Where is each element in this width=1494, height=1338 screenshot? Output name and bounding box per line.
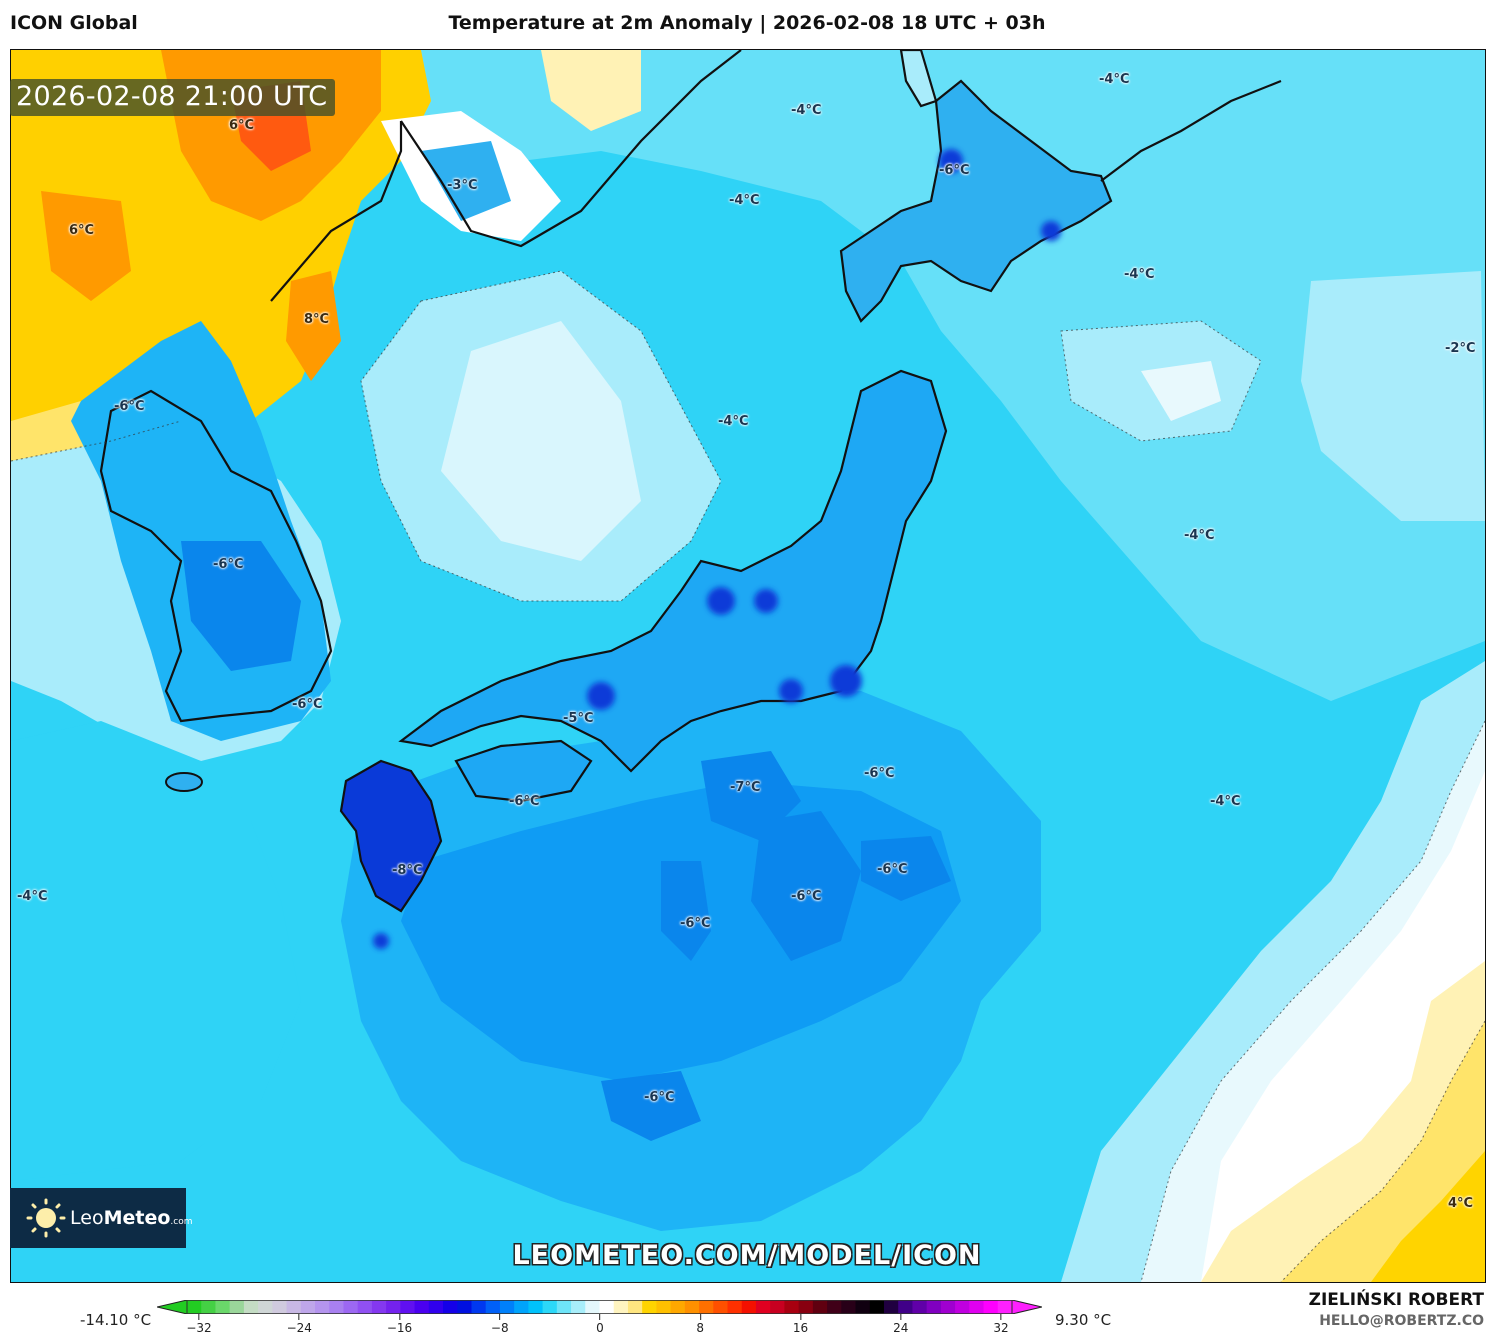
colorbar-tick: 32 bbox=[993, 1314, 1008, 1335]
logo-text: LeoMeteo.com bbox=[70, 1207, 193, 1229]
temperature-label: -7°C bbox=[730, 780, 761, 795]
author-credit: ZIELIŃSKI ROBERT HELLO@ROBERTZ.CO bbox=[1309, 1290, 1484, 1329]
temperature-label: -4°C bbox=[1099, 72, 1130, 87]
temperature-label: -4°C bbox=[17, 889, 48, 904]
temperature-anomaly-map[interactable]: 6°C 6°C -3°C 8°C -6°C -4°C -4°C -6°C -4°C -4°C -2°… bbox=[10, 49, 1486, 1283]
temperature-label: -6°C bbox=[791, 889, 822, 904]
temperature-label: -6°C bbox=[939, 163, 970, 178]
temperature-label: -5°C bbox=[563, 711, 594, 726]
temperature-label: -6°C bbox=[292, 697, 323, 712]
temperature-label: -6°C bbox=[509, 794, 540, 809]
colorbar-tick: 0 bbox=[596, 1314, 604, 1335]
colorbar-tick: −24 bbox=[287, 1314, 312, 1335]
temperature-label: -4°C bbox=[1210, 794, 1241, 809]
temperature-label: -6°C bbox=[877, 862, 908, 877]
colorbar bbox=[157, 1300, 1042, 1314]
temperature-label: 8°C bbox=[304, 312, 330, 327]
leometeo-logo[interactable]: LeoMeteo.com bbox=[10, 1188, 193, 1248]
logo-text-bold: Meteo bbox=[103, 1207, 171, 1229]
map-canvas bbox=[11, 50, 1485, 1282]
temperature-label: -4°C bbox=[791, 103, 822, 118]
valid-time-badge: 2026-02-08 21:00 UTC bbox=[10, 79, 336, 116]
model-url-watermark: LEOMETEO.COM/MODEL/ICON bbox=[512, 1240, 982, 1271]
author-email[interactable]: HELLO@ROBERTZ.CO bbox=[1319, 1313, 1484, 1329]
colorbar-tick: −32 bbox=[186, 1314, 211, 1335]
colorbar-tick: 8 bbox=[696, 1314, 704, 1335]
temperature-label: -4°C bbox=[1124, 267, 1155, 282]
chart-title: Temperature at 2m Anomaly | 2026-02-08 1… bbox=[448, 12, 1046, 34]
colorbar-min-label: -14.10 °C bbox=[80, 1311, 152, 1329]
temperature-label: -4°C bbox=[1184, 528, 1215, 543]
logo-text-suffix: .com bbox=[170, 1217, 193, 1227]
temperature-label: -4°C bbox=[718, 414, 749, 429]
temperature-label: 6°C bbox=[229, 118, 255, 133]
temperature-label: -6°C bbox=[864, 766, 895, 781]
temperature-label: 4°C bbox=[1448, 1196, 1474, 1211]
sun-icon bbox=[26, 1198, 66, 1238]
colorbar-ticks: −32 −24 −16 −8 0 8 16 24 32 bbox=[157, 1314, 1042, 1338]
temperature-label: -6°C bbox=[680, 916, 711, 931]
logo-text-light: Leo bbox=[70, 1207, 104, 1229]
temperature-label: -6°C bbox=[213, 557, 244, 572]
temperature-label: 6°C bbox=[69, 223, 95, 238]
temperature-label: -4°C bbox=[729, 193, 760, 208]
temperature-label: -2°C bbox=[1445, 341, 1476, 356]
author-name: ZIELIŃSKI ROBERT bbox=[1308, 1290, 1484, 1310]
model-name: ICON Global bbox=[10, 12, 138, 34]
temperature-label: -3°C bbox=[447, 178, 478, 193]
colorbar-tick: −8 bbox=[491, 1314, 509, 1335]
temperature-label: -6°C bbox=[114, 399, 145, 414]
colorbar-max-label: 9.30 °C bbox=[1055, 1311, 1112, 1329]
colorbar-tick: −16 bbox=[387, 1314, 412, 1335]
colorbar-tick: 24 bbox=[893, 1314, 908, 1335]
colorbar-tick: 16 bbox=[793, 1314, 808, 1335]
temperature-label: -6°C bbox=[644, 1090, 675, 1105]
temperature-label: -8°C bbox=[392, 863, 423, 878]
